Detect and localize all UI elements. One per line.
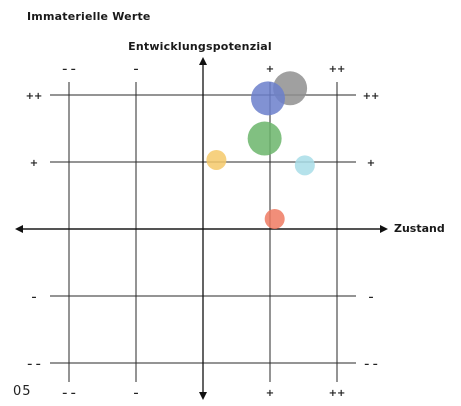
x-tick-label: ++ xyxy=(329,388,346,399)
data-point xyxy=(250,81,285,116)
page-number: 05 xyxy=(13,384,32,399)
x-tick-label: – xyxy=(134,64,139,75)
y-tick-label: ++ xyxy=(363,91,380,102)
y-tick-label: + xyxy=(30,158,38,169)
x-tick-label: – – xyxy=(62,64,75,75)
axes xyxy=(15,57,388,400)
y-tick-label: ++ xyxy=(26,91,43,102)
chart-title: Immaterielle Werte xyxy=(27,10,151,23)
y-axis-label: Entwicklungspotenzial xyxy=(128,40,272,53)
y-tick-label: – – xyxy=(27,359,40,370)
data-point xyxy=(206,149,227,170)
x-tick-label: – – xyxy=(62,388,75,399)
data-point xyxy=(264,208,285,229)
data-points xyxy=(206,71,315,229)
tick-labels: – –– –––++++++++ +++ +– –– – – – xyxy=(26,64,380,399)
data-point xyxy=(294,155,315,176)
x-tick-label: + xyxy=(266,64,274,75)
x-tick-label: – xyxy=(134,388,139,399)
y-tick-label: + xyxy=(367,158,375,169)
y-tick-label: – – xyxy=(364,359,377,370)
y-tick-label: – xyxy=(369,292,374,303)
y-tick-label: – xyxy=(32,292,37,303)
x-axis-label: Zustand xyxy=(394,222,445,235)
x-tick-label: + xyxy=(266,388,274,399)
x-tick-label: ++ xyxy=(329,64,346,75)
data-point xyxy=(247,121,282,156)
